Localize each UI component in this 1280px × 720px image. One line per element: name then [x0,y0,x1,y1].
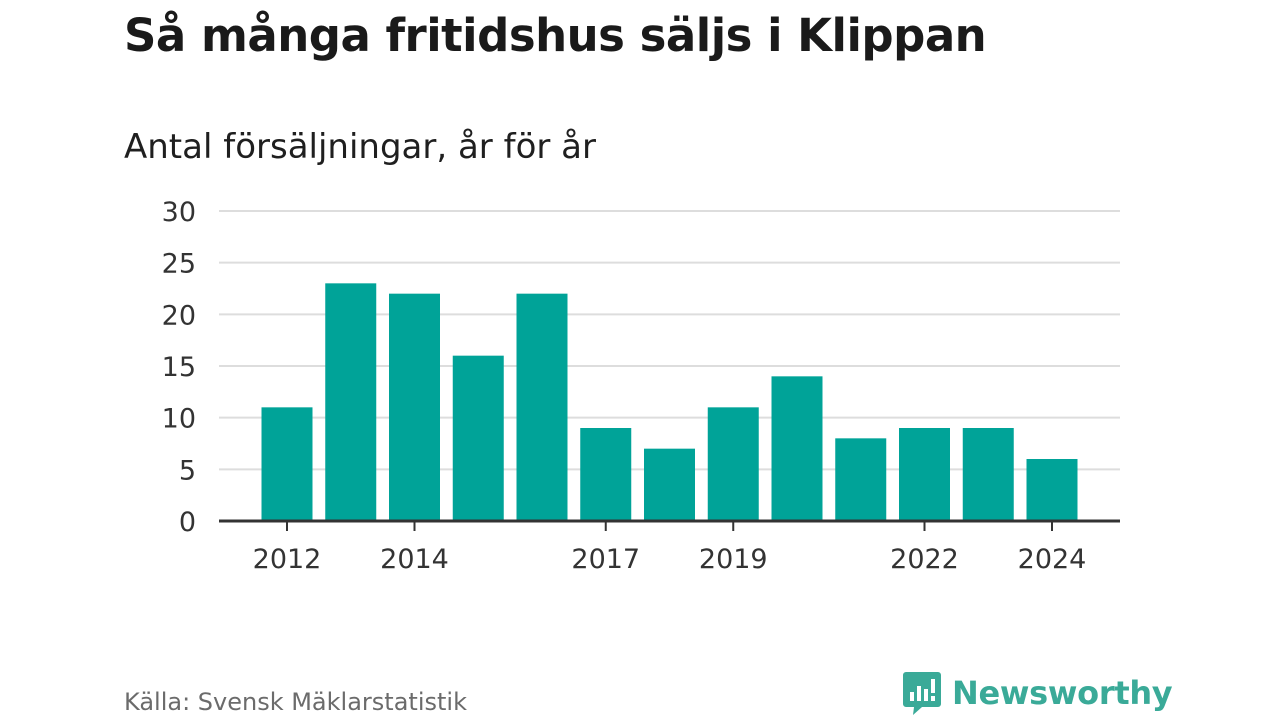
axes [219,519,1120,531]
y-tick-label: 5 [179,455,196,486]
x-tick-label: 2014 [380,544,449,575]
bar-2019 [707,407,759,521]
bar-2024 [1026,459,1078,521]
bar-2014 [389,293,440,521]
bar-2015 [452,355,504,521]
newsworthy-logo-icon [903,672,941,715]
chart-title: Så många fritidshus säljs i Klippan [124,9,987,62]
bar-2020 [771,376,823,521]
bar-2012 [261,407,313,521]
bar-2022 [899,428,950,521]
chart-subtitle: Antal försäljningar, år för år [124,127,596,167]
bar-2018 [644,448,695,521]
x-tick-label: 2024 [1018,544,1087,575]
x-tick-label: 2022 [890,544,959,575]
x-tick-label: 2017 [571,544,640,575]
brand-name: Newsworthy [952,674,1173,712]
y-tick-label: 10 [162,404,196,435]
y-tick-label: 25 [162,249,196,280]
bar-2021 [835,438,887,521]
brand-logo: Newsworthy [902,670,1173,716]
source-note: Källa: Svensk Mäklarstatistik [124,688,467,716]
bar-2017 [580,428,632,521]
bar-2023 [962,428,1014,521]
bar-2013 [325,283,377,521]
bars [261,283,1078,521]
x-tick-label: 2012 [253,544,322,575]
y-tick-label: 15 [162,352,196,383]
y-tick-label: 30 [162,197,196,228]
x-tick-label: 2019 [699,544,768,575]
y-tick-label: 20 [162,300,196,331]
tick-labels: 0 5 10 15 20 25 30 2012 2014 2017 2019 2022 2024 [162,197,1087,575]
bar-2016 [516,293,568,521]
y-tick-label: 0 [179,507,196,538]
